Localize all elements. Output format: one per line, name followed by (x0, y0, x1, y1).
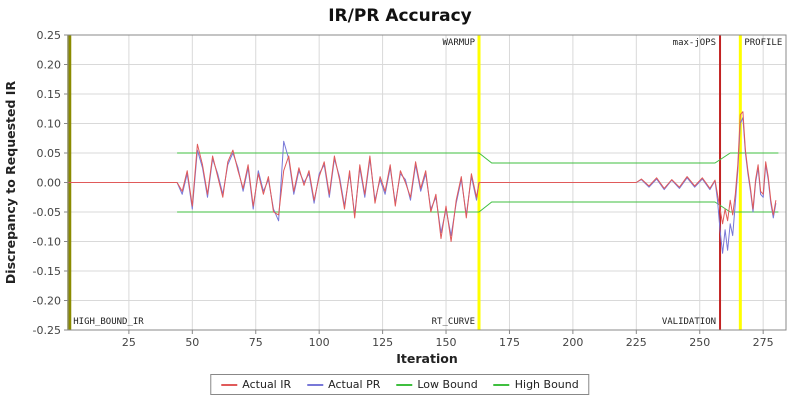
y-tick-label: 0.05 (37, 147, 62, 160)
x-tick-label: 150 (436, 336, 457, 349)
x-tick-label: 75 (249, 336, 263, 349)
y-tick-label: 0.00 (37, 177, 62, 190)
marker-bottom-label: VALIDATION (662, 317, 716, 327)
legend-item: Actual IR (221, 378, 291, 391)
y-tick-label: 0.25 (37, 29, 62, 42)
legend-label: Actual IR (242, 378, 292, 391)
marker-top-label: PROFILE (744, 38, 782, 48)
x-tick-label: 175 (499, 336, 520, 349)
legend-item: High Bound (493, 378, 579, 391)
legend-swatch (307, 383, 324, 386)
y-tick-label: -0.25 (33, 324, 61, 337)
series-actual-ir (68, 111, 777, 242)
chart-canvas: HIGH_BOUND_IR WARMUP RT_CURVE max-jOPS VALID… (3, 29, 787, 365)
x-tick-label: 200 (562, 336, 583, 349)
chart-title: IR/PR Accuracy (328, 6, 472, 26)
marker-top-label: max-jOPS (673, 38, 716, 48)
x-axis-label: Iteration (396, 351, 457, 365)
legend-swatch (493, 383, 510, 386)
legend-item: Actual PR (307, 378, 380, 391)
marker-bottom-label: HIGH_BOUND_IR (73, 317, 144, 327)
chart-legend: Actual IR Actual PR Low Bound High Bound (210, 374, 590, 395)
x-tick-label: 50 (185, 336, 199, 349)
legend-swatch (396, 383, 413, 386)
marker-top-label: WARMUP (442, 38, 475, 48)
y-tick-label: 0.20 (37, 59, 62, 72)
x-tick-label: 125 (372, 336, 393, 349)
y-tick-label: 0.15 (37, 88, 62, 101)
legend-swatch (221, 383, 238, 386)
y-tick-label: -0.20 (33, 295, 61, 308)
x-tick-label: 250 (689, 336, 710, 349)
x-tick-label: 25 (122, 336, 136, 349)
legend-label: High Bound (514, 378, 579, 391)
legend-label: Low Bound (417, 378, 478, 391)
y-tick-label: -0.10 (33, 236, 61, 249)
x-tick-label: 225 (626, 336, 647, 349)
y-tick-label: -0.05 (33, 206, 61, 219)
legend-item: Low Bound (396, 378, 478, 391)
marker-bottom-label: RT_CURVE (432, 317, 475, 327)
y-tick-label: 0.10 (37, 118, 62, 131)
series-low-bound (177, 201, 779, 213)
y-axis-label: Discrepancy to Requested IR (3, 81, 18, 285)
legend-label: Actual PR (328, 378, 381, 391)
x-tick-label: 100 (309, 336, 330, 349)
y-tick-label: -0.15 (33, 265, 61, 278)
x-tick-label: 275 (753, 336, 774, 349)
